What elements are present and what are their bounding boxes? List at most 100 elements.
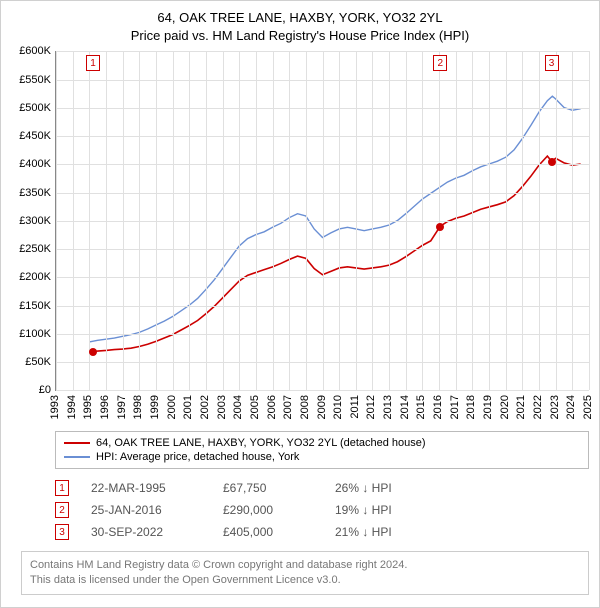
legend-label: 64, OAK TREE LANE, HAXBY, YORK, YO32 2YL… bbox=[96, 437, 426, 449]
x-tick-label: 2008 bbox=[299, 395, 311, 419]
grid-line-v bbox=[206, 51, 207, 390]
legend-item: HPI: Average price, detached house, York bbox=[64, 450, 580, 464]
y-tick-label: £300K bbox=[19, 215, 51, 227]
x-tick-label: 1996 bbox=[99, 395, 111, 419]
x-tick-label: 2003 bbox=[216, 395, 228, 419]
x-tick-label: 2006 bbox=[266, 395, 278, 419]
footer-line-1: Contains HM Land Registry data © Crown c… bbox=[30, 558, 580, 573]
sale-delta: 26% ↓ HPI bbox=[335, 481, 435, 495]
grid-line-v bbox=[323, 51, 324, 390]
x-tick-label: 2018 bbox=[465, 395, 477, 419]
sale-date: 22-MAR-1995 bbox=[91, 481, 201, 495]
x-tick-label: 2001 bbox=[182, 395, 194, 419]
y-tick-label: £550K bbox=[19, 74, 51, 86]
attribution-footer: Contains HM Land Registry data © Crown c… bbox=[21, 551, 589, 595]
grid-line-v bbox=[589, 51, 590, 390]
y-tick-label: £200K bbox=[19, 271, 51, 283]
sale-row: 225-JAN-2016£290,00019% ↓ HPI bbox=[55, 499, 589, 521]
x-tick-label: 2017 bbox=[449, 395, 461, 419]
x-tick-label: 2013 bbox=[382, 395, 394, 419]
plot-wrap: £0£50K£100K£150K£200K£250K£300K£350K£400… bbox=[11, 51, 589, 391]
legend: 64, OAK TREE LANE, HAXBY, YORK, YO32 2YL… bbox=[55, 431, 589, 469]
grid-line-v bbox=[489, 51, 490, 390]
x-tick-label: 2024 bbox=[565, 395, 577, 419]
y-tick-label: £600K bbox=[19, 45, 51, 57]
sale-row: 122-MAR-1995£67,75026% ↓ HPI bbox=[55, 477, 589, 499]
series-line bbox=[93, 156, 581, 352]
sales-table: 122-MAR-1995£67,75026% ↓ HPI225-JAN-2016… bbox=[55, 477, 589, 543]
y-tick-label: £350K bbox=[19, 187, 51, 199]
grid-line-v bbox=[89, 51, 90, 390]
y-tick-label: £150K bbox=[19, 300, 51, 312]
chart-title-address: 64, OAK TREE LANE, HAXBY, YORK, YO32 2YL bbox=[11, 9, 589, 27]
grid-line-v bbox=[56, 51, 57, 390]
sale-delta: 19% ↓ HPI bbox=[335, 503, 435, 517]
x-tick-label: 2004 bbox=[232, 395, 244, 419]
grid-line-v bbox=[223, 51, 224, 390]
x-tick-label: 2012 bbox=[365, 395, 377, 419]
legend-label: HPI: Average price, detached house, York bbox=[96, 451, 299, 463]
x-tick-label: 2007 bbox=[282, 395, 294, 419]
grid-line-v bbox=[239, 51, 240, 390]
grid-line-v bbox=[372, 51, 373, 390]
grid-line-v bbox=[506, 51, 507, 390]
x-tick-label: 2009 bbox=[316, 395, 328, 419]
grid-line-v bbox=[556, 51, 557, 390]
grid-line-v bbox=[173, 51, 174, 390]
y-tick-label: £100K bbox=[19, 328, 51, 340]
x-tick-label: 2021 bbox=[515, 395, 527, 419]
x-tick-label: 2022 bbox=[532, 395, 544, 419]
y-tick-label: £450K bbox=[19, 130, 51, 142]
sale-row: 330-SEP-2022£405,00021% ↓ HPI bbox=[55, 521, 589, 543]
footer-line-2: This data is licensed under the Open Gov… bbox=[30, 573, 580, 588]
grid-line-v bbox=[106, 51, 107, 390]
x-tick-label: 2014 bbox=[399, 395, 411, 419]
grid-line-v bbox=[456, 51, 457, 390]
x-tick-label: 1997 bbox=[116, 395, 128, 419]
grid-line-v bbox=[273, 51, 274, 390]
sale-number-box: 3 bbox=[55, 524, 69, 540]
sale-date: 30-SEP-2022 bbox=[91, 525, 201, 539]
x-axis: 1993199419951996199719981999200020012002… bbox=[55, 391, 589, 425]
grid-line-v bbox=[256, 51, 257, 390]
grid-line-v bbox=[289, 51, 290, 390]
grid-line-v bbox=[406, 51, 407, 390]
x-tick-label: 1998 bbox=[132, 395, 144, 419]
sale-dot bbox=[89, 348, 97, 356]
y-tick-label: £50K bbox=[25, 356, 51, 368]
x-tick-label: 2023 bbox=[549, 395, 561, 419]
x-tick-label: 1995 bbox=[82, 395, 94, 419]
x-tick-label: 2019 bbox=[482, 395, 494, 419]
grid-line-v bbox=[339, 51, 340, 390]
sale-date: 25-JAN-2016 bbox=[91, 503, 201, 517]
grid-line-v bbox=[306, 51, 307, 390]
sale-marker: 1 bbox=[86, 55, 100, 71]
plot-area: 123 bbox=[55, 51, 589, 391]
chart-subtitle: Price paid vs. HM Land Registry's House … bbox=[11, 27, 589, 45]
legend-swatch bbox=[64, 456, 90, 458]
grid-line-v bbox=[572, 51, 573, 390]
sale-dot bbox=[436, 223, 444, 231]
sale-number-box: 1 bbox=[55, 480, 69, 496]
x-tick-label: 2010 bbox=[332, 395, 344, 419]
x-tick-label: 2016 bbox=[432, 395, 444, 419]
x-tick-label: 1994 bbox=[66, 395, 78, 419]
grid-line-v bbox=[189, 51, 190, 390]
y-tick-label: £500K bbox=[19, 102, 51, 114]
grid-line-v bbox=[73, 51, 74, 390]
y-axis: £0£50K£100K£150K£200K£250K£300K£350K£400… bbox=[11, 51, 55, 391]
sale-marker: 3 bbox=[545, 55, 559, 71]
x-tick-label: 2015 bbox=[415, 395, 427, 419]
sale-dot bbox=[548, 158, 556, 166]
sale-price: £290,000 bbox=[223, 503, 313, 517]
chart-container: 64, OAK TREE LANE, HAXBY, YORK, YO32 2YL… bbox=[0, 0, 600, 608]
grid-line-v bbox=[139, 51, 140, 390]
y-tick-label: £250K bbox=[19, 243, 51, 255]
grid-line-v bbox=[539, 51, 540, 390]
grid-line-v bbox=[522, 51, 523, 390]
grid-line-v bbox=[389, 51, 390, 390]
x-tick-label: 2025 bbox=[582, 395, 594, 419]
grid-line-v bbox=[439, 51, 440, 390]
legend-swatch bbox=[64, 442, 90, 444]
x-tick-label: 1993 bbox=[49, 395, 61, 419]
